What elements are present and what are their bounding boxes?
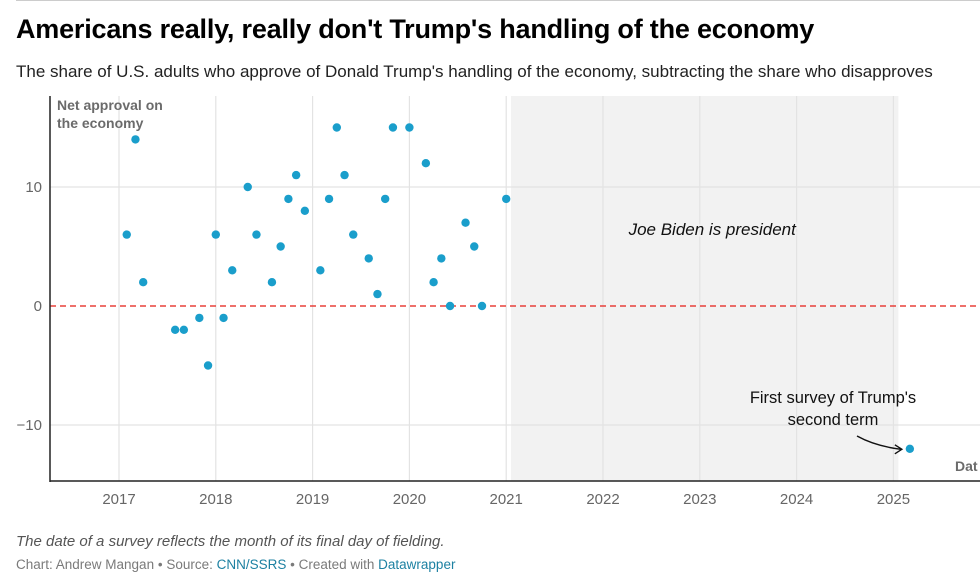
data-point [291, 170, 301, 180]
data-point [445, 301, 455, 311]
data-point [349, 230, 358, 239]
data-point [477, 301, 487, 311]
data-point [470, 242, 479, 251]
data-point [170, 325, 180, 334]
data-point [332, 123, 341, 132]
data-point [364, 254, 373, 263]
x-tick-label: 2021 [490, 491, 523, 508]
annotation-line2: second term [788, 411, 879, 429]
data-point [243, 182, 252, 192]
source-link[interactable]: CNN/SSRS [216, 557, 287, 572]
data-point [421, 159, 431, 168]
y-tick-label: 10 [25, 179, 42, 196]
x-tick-label: 2020 [393, 491, 426, 508]
source-label: Source: [166, 557, 217, 572]
data-point [131, 135, 140, 144]
chart-note: The date of a survey reflects the month … [16, 533, 445, 550]
data-point [252, 230, 261, 239]
data-point [219, 313, 228, 323]
biden-presidency-region [511, 96, 899, 481]
annotation-line1: First survey of Trump's [750, 389, 916, 407]
data-point [905, 444, 915, 453]
data-point [502, 194, 511, 204]
data-point [316, 266, 325, 275]
x-tick-label: 2023 [683, 491, 716, 508]
y-tick-label: −10 [17, 417, 42, 434]
byline-separator: • [154, 557, 167, 572]
data-point [461, 218, 470, 227]
data-point [405, 123, 414, 132]
data-point [267, 278, 277, 287]
datawrapper-link[interactable]: Datawrapper [378, 557, 456, 572]
x-tick-label: 2025 [877, 491, 910, 508]
data-point [195, 313, 204, 323]
x-tick-label: 2024 [780, 491, 813, 508]
chart-title: Americans really, really don't Trump's h… [16, 14, 815, 44]
top-rule [16, 0, 980, 1]
chart-byline: Chart: Andrew Mangan • Source: CNN/SSRS … [16, 557, 455, 572]
data-point [381, 194, 390, 204]
scatter-chart: 2017 2018 2019 2020 2021 2022 2023 2024 2025 −10 0… [17, 96, 980, 508]
data-point [228, 266, 237, 275]
data-point [122, 230, 131, 239]
biden-region-label: Joe Biden is president [628, 220, 798, 239]
x-tick-label: 2017 [102, 491, 135, 508]
data-point [388, 123, 398, 132]
annotation-arrow [856, 435, 901, 450]
y-axis-title-line1: Net approval on [57, 97, 163, 113]
clipped-axis-label: Dat [955, 458, 978, 474]
created-with-label: Created with [298, 557, 379, 572]
data-point [203, 361, 213, 370]
chart-author: Chart: Andrew Mangan [16, 557, 155, 572]
data-point [139, 278, 148, 287]
data-point [340, 170, 349, 180]
x-tick-label: 2018 [199, 491, 232, 508]
data-point [284, 194, 293, 204]
data-point [373, 289, 382, 299]
chart-subtitle: The share of U.S. adults who approve of … [16, 62, 933, 81]
data-point [300, 206, 310, 215]
y-tick-label: 0 [34, 298, 42, 315]
x-tick-label: 2019 [296, 491, 329, 508]
data-point [211, 230, 220, 239]
data-point [429, 278, 438, 287]
byline-separator: • [286, 557, 299, 572]
data-point [324, 194, 334, 204]
data-point [179, 325, 189, 334]
data-point [437, 254, 446, 263]
data-point [276, 242, 285, 251]
annotation-arrowhead [894, 444, 904, 455]
x-tick-label: 2022 [586, 491, 619, 508]
y-axis-title-line2: the economy [57, 115, 144, 131]
